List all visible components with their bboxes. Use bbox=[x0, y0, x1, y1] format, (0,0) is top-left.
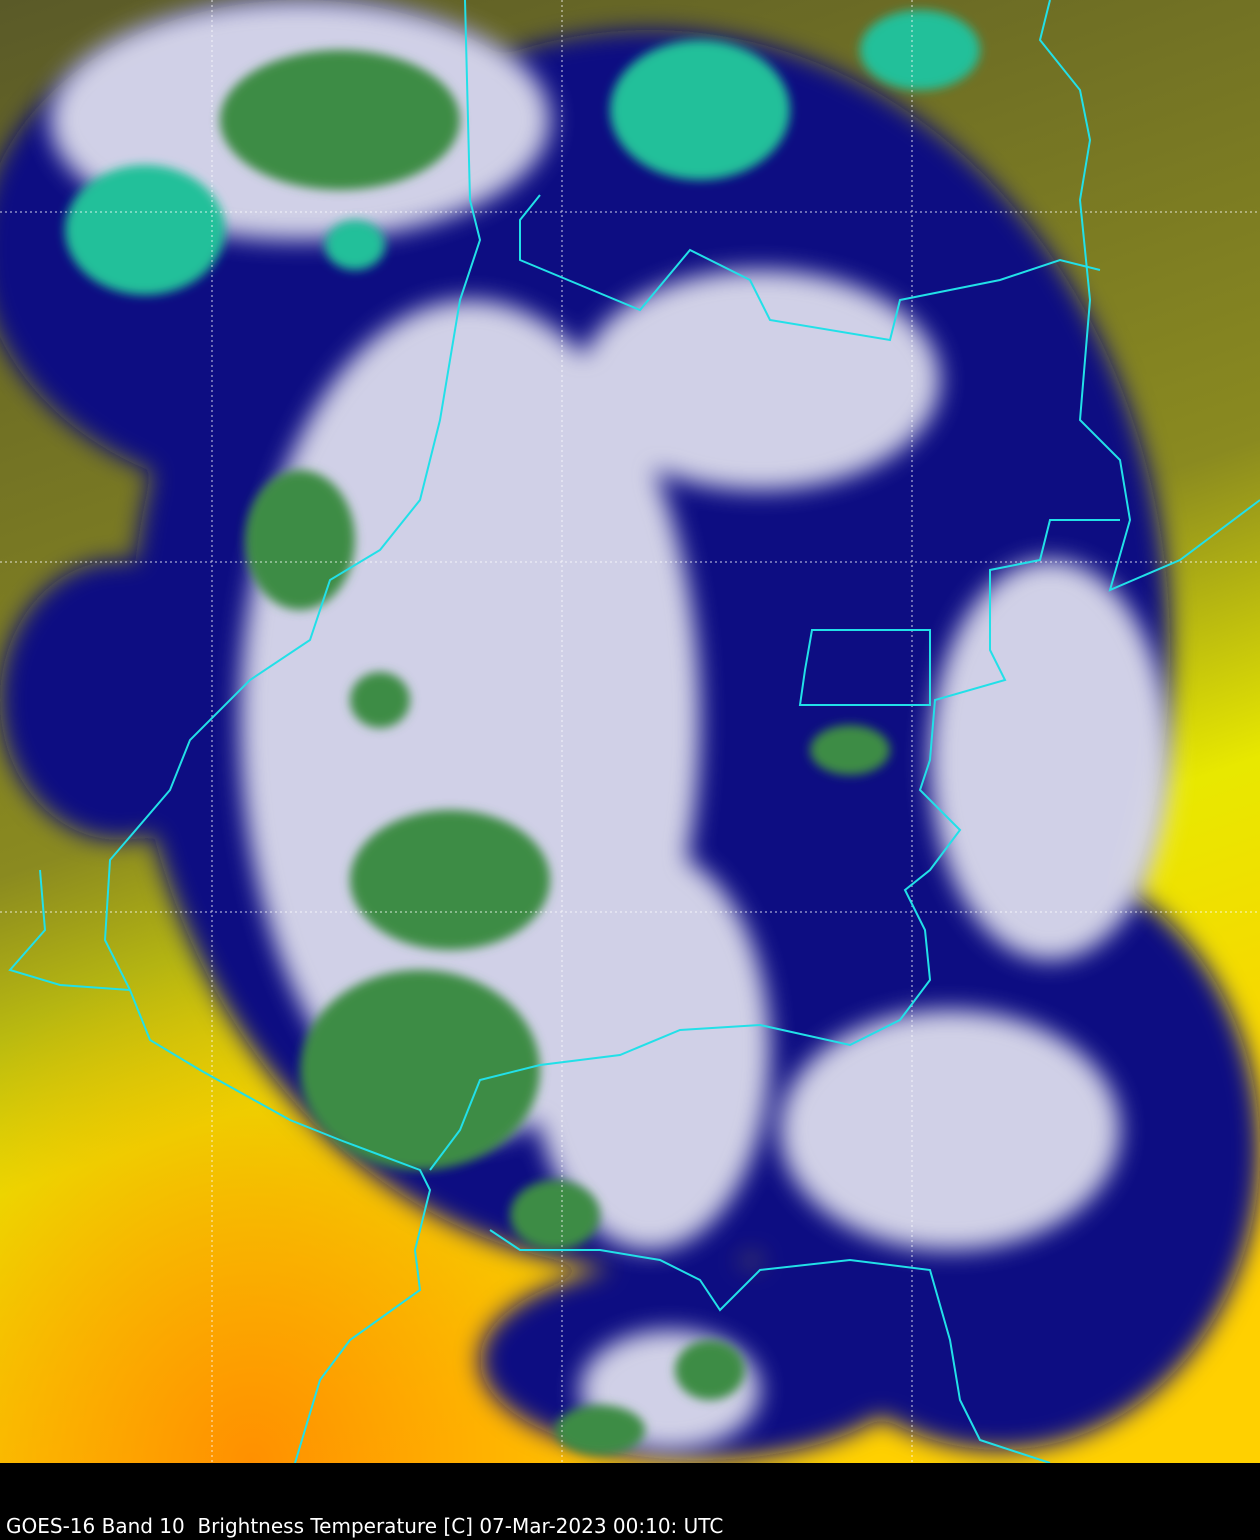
political-borders bbox=[8, 0, 1260, 1463]
cold-cloud-tops bbox=[220, 50, 890, 1455]
grid-lines bbox=[0, 0, 1260, 1463]
satellite-image bbox=[0, 0, 1260, 1463]
coldest-cloud-tops bbox=[65, 10, 980, 295]
image-caption: GOES-16 Band 10 Brightness Temperature [… bbox=[6, 1514, 724, 1538]
